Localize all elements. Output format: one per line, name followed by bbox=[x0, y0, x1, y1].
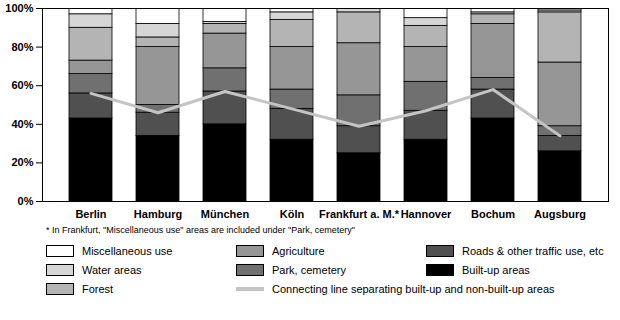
html-text:Water areas: Water areas bbox=[82, 263, 142, 276]
html-text:* In Frankfurt, "Miscellaneous: * In Frankfurt, "Miscellaneous use" area… bbox=[46, 225, 355, 235]
html-text:Roads & other traffic use, etc: Roads & other traffic use, etc bbox=[462, 244, 604, 257]
html-text:Agriculture: Agriculture bbox=[272, 244, 325, 257]
svg-text:0%: 0% bbox=[18, 195, 34, 207]
html-text:Park, cemetery: Park, cemetery bbox=[272, 263, 346, 276]
html-text:Forest: Forest bbox=[82, 282, 114, 295]
svg-text:60%: 60% bbox=[11, 79, 33, 91]
svg-text:Hannover: Hannover bbox=[401, 208, 452, 220]
html-text:Miscellaneous use: Miscellaneous use bbox=[82, 244, 173, 257]
svg-text:Köln: Köln bbox=[280, 208, 305, 220]
svg-text:Frankfurt a. M.*: Frankfurt a. M.* bbox=[319, 208, 400, 220]
svg-text:20%: 20% bbox=[11, 156, 33, 168]
svg-text:Berlin: Berlin bbox=[75, 208, 106, 220]
svg-text:Hamburg: Hamburg bbox=[134, 208, 182, 220]
svg-text:Augsburg: Augsburg bbox=[534, 208, 586, 220]
svg-text:40%: 40% bbox=[11, 118, 33, 130]
html-text:Built-up areas: Built-up areas bbox=[462, 263, 530, 276]
svg-text:80%: 80% bbox=[11, 41, 33, 53]
svg-text:100%: 100% bbox=[5, 2, 33, 14]
svg-text:Bochum: Bochum bbox=[471, 208, 515, 220]
svg-text:München: München bbox=[201, 208, 250, 220]
html-text:Connecting line separating bui: Connecting line separating built-up and … bbox=[272, 282, 555, 295]
